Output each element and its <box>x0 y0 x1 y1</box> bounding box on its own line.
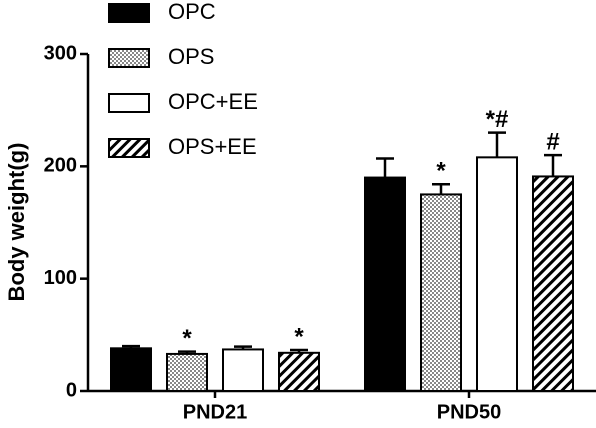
legend-swatch <box>108 138 150 158</box>
legend-label: OPS+EE <box>168 134 257 159</box>
legend-label: OPS <box>168 44 214 69</box>
annotation: *# <box>486 106 509 133</box>
annotation: * <box>294 323 304 350</box>
bar <box>222 348 264 393</box>
y-tick-label: 100 <box>44 267 77 289</box>
bar <box>420 193 462 392</box>
legend-label: OPC <box>168 0 216 24</box>
bar <box>110 347 152 392</box>
annotation: * <box>436 158 446 185</box>
annotation: # <box>546 128 559 155</box>
y-tick-label: 200 <box>44 155 77 177</box>
bar <box>364 176 406 392</box>
bar <box>278 351 320 393</box>
legend-label: OPC+EE <box>168 89 258 114</box>
bar <box>166 352 208 392</box>
annotation: * <box>182 325 192 352</box>
bar <box>532 175 574 392</box>
bar <box>476 156 518 392</box>
y-tick-label: 0 <box>66 379 77 401</box>
y-axis-label: Body weight(g) <box>4 143 29 302</box>
legend-swatch <box>108 3 150 23</box>
x-tick-label: PND21 <box>183 401 247 423</box>
legend-swatch <box>108 48 150 68</box>
legend-swatch <box>108 93 150 113</box>
y-tick-label: 300 <box>44 42 77 64</box>
x-tick-label: PND50 <box>437 401 501 423</box>
